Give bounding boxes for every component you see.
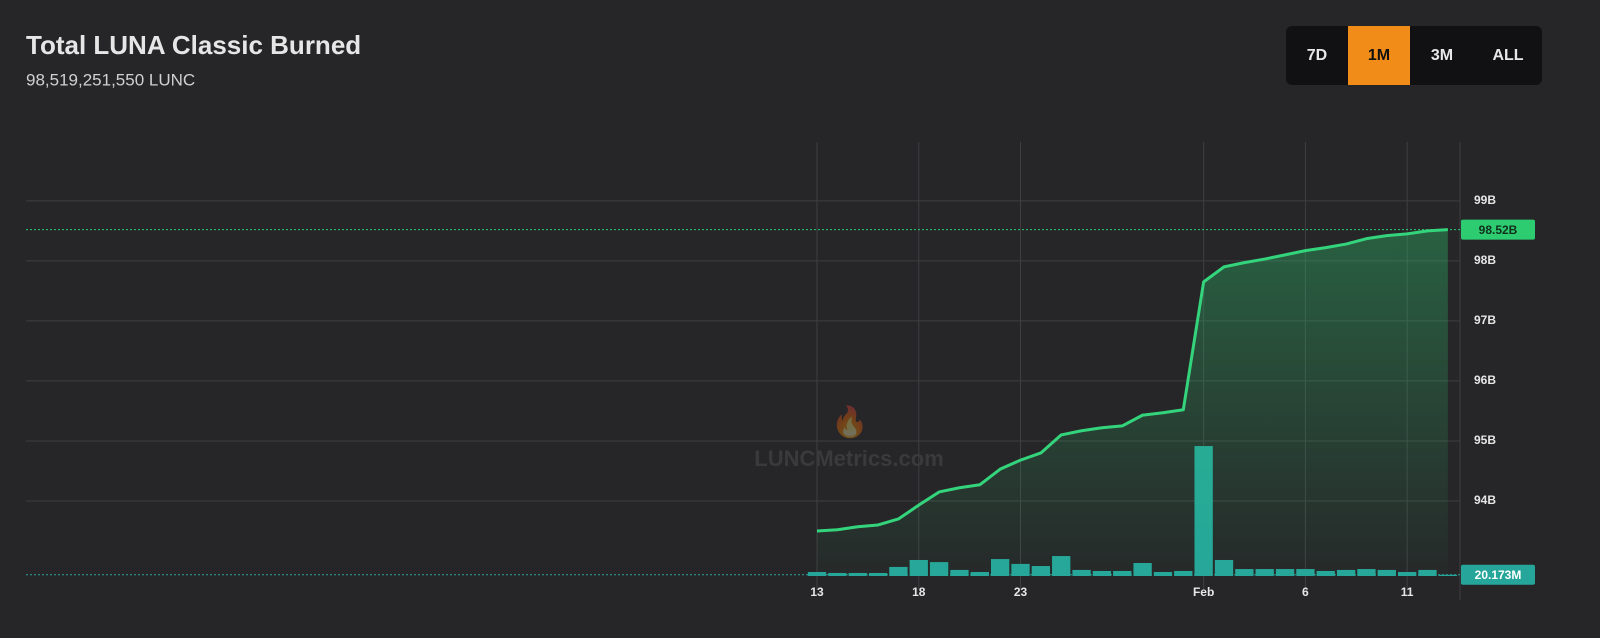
chart-title: Total LUNA Classic Burned: [26, 30, 361, 60]
x-tick-label: 11: [1401, 585, 1414, 599]
y-tick-label: 96B: [1474, 373, 1496, 387]
x-tick-label: 13: [810, 585, 824, 599]
line: [816, 228, 1448, 533]
x-tick-label: 23: [1014, 585, 1028, 599]
y-tick-label: 99B: [1474, 193, 1496, 207]
y-tick-label: 95B: [1474, 433, 1496, 447]
last-value-label: 20.173M: [1475, 568, 1522, 582]
x-tick-label: 18: [912, 585, 926, 599]
last-value-label: 98.52B: [1479, 223, 1518, 237]
last-value-tag: [1461, 564, 1535, 585]
x-tick-label: 6: [1302, 585, 1309, 599]
y-tick-label: 94B: [1474, 493, 1496, 507]
last-value-tag: [1461, 219, 1535, 240]
x-tick-label: Feb: [1193, 585, 1214, 599]
range-button-label[interactable]: 3M: [1431, 47, 1453, 64]
y-tick-label: 97B: [1474, 313, 1496, 327]
watermark: LUNCMetrics.com: [754, 446, 943, 471]
watermark-icon: 🔥: [831, 404, 868, 439]
range-button-label[interactable]: ALL: [1492, 47, 1523, 64]
chart-subtitle: 98,519,251,550 LUNC: [26, 70, 195, 89]
range-button-label[interactable]: 7D: [1307, 47, 1327, 64]
range-button[interactable]: [1348, 26, 1410, 85]
area: [817, 229, 1448, 576]
y-tick-label: 98B: [1474, 253, 1496, 267]
range-button-label[interactable]: 1M: [1368, 47, 1390, 64]
